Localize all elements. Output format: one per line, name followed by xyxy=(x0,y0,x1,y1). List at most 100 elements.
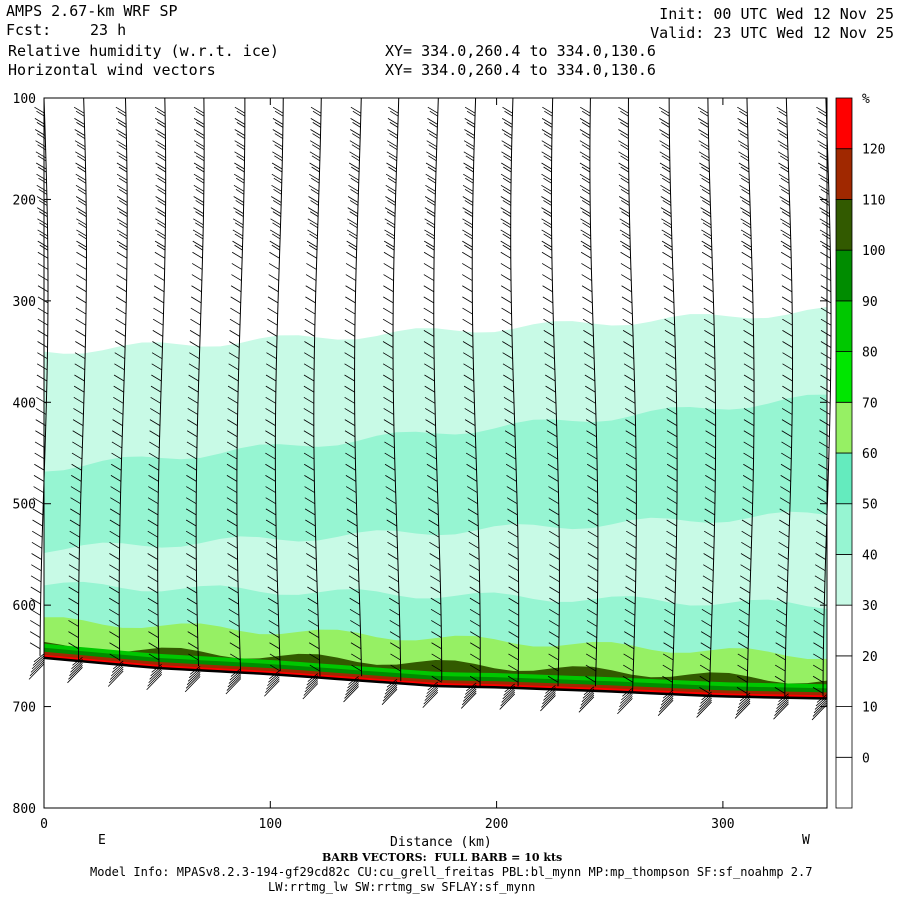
barb-shaft xyxy=(746,97,755,697)
barb-fan xyxy=(343,676,359,703)
colorbar: 0 10 20 30 40 50 60 70 80 90 100 110 120% xyxy=(835,92,885,809)
y-tick-label: 100 xyxy=(13,92,36,107)
x-tick-label: 200 xyxy=(485,817,508,832)
rh-surface-layer xyxy=(44,647,827,699)
model-info: Model Info: MPASv8.2.3-194-gf29cd82c CU:… xyxy=(90,865,813,879)
barb-shaft xyxy=(471,97,481,687)
colorbar-label: 20 xyxy=(862,650,878,665)
barb-column xyxy=(460,97,481,709)
x-axis-label: Distance (km) xyxy=(390,835,492,850)
barb-ticks xyxy=(579,106,599,683)
barb-fan xyxy=(381,678,398,705)
barb-fan xyxy=(264,670,280,697)
colorbar-label: 10 xyxy=(862,701,878,716)
barb-fan xyxy=(734,692,751,719)
colorbar-label: 90 xyxy=(862,295,878,310)
barb-column xyxy=(422,97,443,708)
barb-ticks xyxy=(68,106,87,650)
forecast-hours: 23 h xyxy=(90,21,127,39)
colorbar-label: 110 xyxy=(862,193,885,208)
y-tick-label: 200 xyxy=(13,193,36,208)
barb-shaft xyxy=(313,97,322,677)
forecast-label: Fcst: xyxy=(6,21,52,39)
barb-ticks xyxy=(147,106,166,661)
barb-column xyxy=(264,97,284,697)
colorbar-box xyxy=(835,300,853,352)
colorbar-box xyxy=(835,148,853,200)
barb-ticks xyxy=(500,106,519,683)
barb-fan xyxy=(696,691,712,718)
barb-ticks xyxy=(659,106,678,683)
barb-note: BARB VECTORS: FULL BARB = 10 kts xyxy=(322,851,563,864)
east-label: E xyxy=(98,833,106,848)
colorbar-box xyxy=(835,503,853,555)
barb-shaft xyxy=(550,97,560,687)
barb-shaft xyxy=(77,97,87,661)
barb-ticks xyxy=(382,106,401,672)
y-tick-label: 300 xyxy=(13,295,36,310)
barb-shaft xyxy=(195,97,205,667)
colorbar-box xyxy=(835,655,853,707)
barb-column xyxy=(773,97,794,720)
barb-ticks xyxy=(29,106,49,650)
colorbar-box xyxy=(835,452,853,505)
barb-column xyxy=(657,97,678,716)
colorbar-label: 70 xyxy=(862,396,878,411)
barb-fan xyxy=(302,673,319,700)
rh-surface-layer xyxy=(44,651,827,699)
barb-shaft xyxy=(274,97,284,672)
barb-column xyxy=(302,97,322,700)
colorbar-box xyxy=(835,97,853,150)
colorbar-unit: % xyxy=(862,92,870,107)
barb-column xyxy=(578,97,599,713)
barb-ticks xyxy=(109,106,128,661)
barb-column xyxy=(107,97,128,687)
init-time: Init: 00 UTC Wed 12 Nov 25 xyxy=(659,5,894,23)
barb-column xyxy=(67,97,87,684)
barb-shaft xyxy=(157,97,167,667)
barb-fan xyxy=(617,688,633,715)
y-tick-label: 600 xyxy=(13,599,36,614)
barb-shaft xyxy=(589,97,599,687)
barb-column xyxy=(146,97,167,691)
barb-fan xyxy=(499,683,515,710)
barb-column xyxy=(28,97,49,680)
xy-line-2: XY= 334.0,260.4 to 334.0,130.6 xyxy=(385,61,656,79)
valid-time: Valid: 23 UTC Wed 12 Nov 25 xyxy=(650,24,894,42)
barb-ticks xyxy=(541,106,560,683)
barb-column xyxy=(734,97,755,719)
barb-fan xyxy=(184,666,201,693)
barb-shaft xyxy=(707,97,717,692)
y-tick-label: 800 xyxy=(13,802,36,817)
barb-ticks xyxy=(812,106,832,694)
x-tick-label: 0 xyxy=(40,817,48,832)
colorbar-label: 100 xyxy=(862,244,885,259)
barb-ticks xyxy=(303,106,322,672)
barb-column xyxy=(225,97,246,695)
barb-column xyxy=(696,97,717,718)
barb-ticks xyxy=(423,106,442,683)
barb-column xyxy=(811,97,832,721)
colorbar-label: 30 xyxy=(862,599,878,614)
barb-shaft xyxy=(510,97,520,687)
barb-ticks xyxy=(226,106,246,661)
barb-shaft xyxy=(433,97,443,682)
field-name-rh: Relative humidity (w.r.t. ice) xyxy=(8,42,279,60)
xy-line-1: XY= 334.0,260.4 to 334.0,130.6 xyxy=(385,42,656,60)
barb-shaft xyxy=(39,97,49,656)
barb-column xyxy=(184,97,205,693)
barb-ticks xyxy=(185,106,205,661)
colorbar-box xyxy=(835,706,853,758)
plot-frame xyxy=(43,97,828,809)
barb-ticks xyxy=(462,106,481,683)
barb-fan xyxy=(107,660,124,687)
barb-fan xyxy=(540,685,556,712)
barb-shaft xyxy=(627,97,637,692)
axes: 100 200 300 400 500 600 700 800 0 100 200 300 xyxy=(13,92,828,832)
west-label: W xyxy=(802,833,810,848)
barb-column xyxy=(540,97,560,712)
barb-shaft xyxy=(118,97,128,661)
barb-ticks xyxy=(265,106,284,672)
colorbar-label: 0 xyxy=(862,751,870,766)
